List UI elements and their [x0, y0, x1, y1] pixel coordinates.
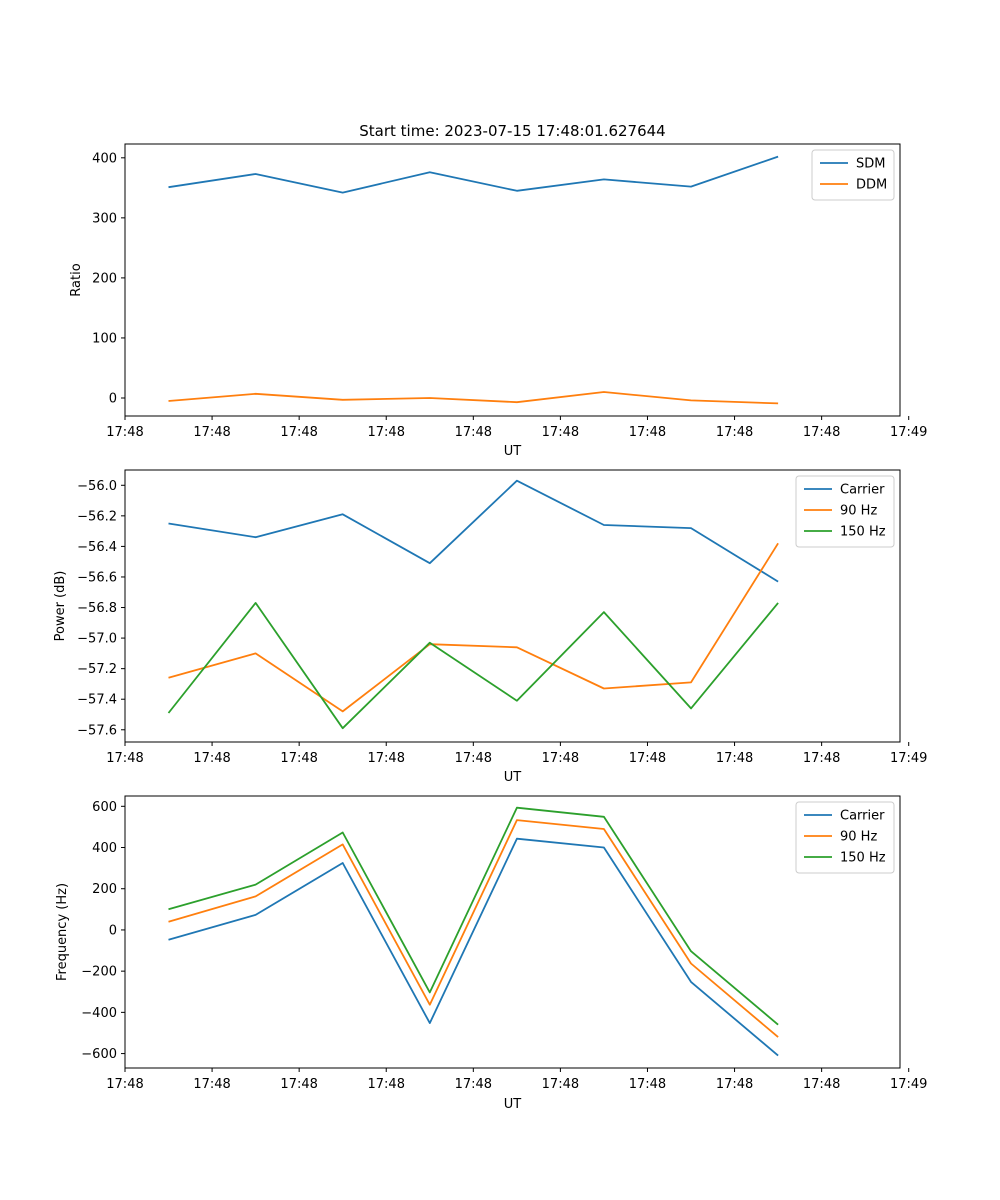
legend-label: Carrier [840, 809, 885, 824]
x-tick-label: 17:48 [716, 1077, 753, 1092]
y-tick-label: −57.0 [77, 632, 117, 647]
series-line-carrier [168, 479, 779, 583]
y-tick-label: −56.0 [77, 479, 117, 494]
x-tick-label: 17:48 [716, 425, 753, 440]
y-tick-label: −56.2 [77, 509, 117, 524]
x-tick-label: 17:48 [193, 1077, 230, 1092]
x-axis-label: UT [504, 770, 522, 785]
plot-frame [124, 143, 901, 417]
x-tick-label: 17:48 [280, 751, 317, 766]
legend-label: 90 Hz [840, 830, 877, 845]
x-tick-label: 17:49 [890, 425, 927, 440]
y-tick-label: 100 [92, 331, 117, 346]
x-tick-label: 17:48 [455, 425, 492, 440]
x-axis-label: UT [504, 444, 522, 459]
y-tick-label: −57.4 [77, 693, 117, 708]
y-axis-label: Ratio [69, 263, 84, 296]
y-tick-label: −600 [81, 1047, 117, 1062]
x-tick-label: 17:48 [280, 1077, 317, 1092]
y-tick-label: 400 [92, 841, 117, 856]
legend-label: Carrier [840, 483, 885, 498]
plot-frame [124, 469, 901, 743]
y-axis-label: Power (dB) [53, 571, 68, 642]
x-tick-label: 17:48 [193, 425, 230, 440]
x-tick-label: 17:48 [629, 1077, 666, 1092]
frequency-panel: UT Frequency (Hz) 17:48 17:48 17:48 17:48 17… [55, 795, 927, 1112]
x-tick-label: 17:48 [106, 751, 143, 766]
x-tick-label: 17:48 [803, 425, 840, 440]
legend-label: DDM [856, 178, 887, 193]
x-tick-label: 17:48 [542, 751, 579, 766]
legend: SDM DDM [811, 149, 895, 201]
x-tick-label: 17:48 [106, 1077, 143, 1092]
x-tick-label: 17:48 [106, 425, 143, 440]
plot-frame [124, 795, 901, 1069]
y-tick-label: −56.4 [77, 540, 117, 555]
legend: Carrier 90 Hz 150 Hz [795, 475, 895, 548]
y-tick-label: 200 [92, 271, 117, 286]
y-tick-label: −56.8 [77, 601, 117, 616]
x-tick-label: 17:49 [890, 1077, 927, 1092]
x-tick-label: 17:48 [629, 425, 666, 440]
x-tick-label: 17:48 [803, 751, 840, 766]
y-tick-label: −56.6 [77, 570, 117, 585]
series-line-sdm [168, 155, 779, 194]
y-tick-label: 400 [92, 151, 117, 166]
y-tick-label: −57.2 [77, 662, 117, 677]
x-axis-label: UT [504, 1097, 522, 1112]
series-line-ddm [168, 391, 779, 405]
x-tick-label: 17:48 [193, 751, 230, 766]
x-tick-label: 17:48 [629, 751, 666, 766]
y-tick-label: −57.6 [77, 723, 117, 738]
x-tick-label: 17:48 [542, 425, 579, 440]
series-line-150-hz [168, 806, 779, 1026]
power-panel: UT Power (dB) 17:48 17:48 17:48 17:48 17:48 1… [53, 469, 927, 785]
series-line-90-hz [168, 819, 779, 1038]
x-tick-label: 17:48 [716, 751, 753, 766]
x-tick-label: 17:48 [542, 1077, 579, 1092]
series-line-150-hz [167, 602, 779, 730]
y-tick-label: −400 [81, 1006, 117, 1021]
legend-label: SDM [856, 157, 885, 172]
x-tick-label: 17:48 [368, 425, 405, 440]
series-line-carrier [168, 837, 779, 1057]
x-tick-label: 17:48 [455, 751, 492, 766]
y-tick-label: 0 [109, 391, 117, 406]
legend-label: 150 Hz [840, 525, 886, 540]
x-tick-label: 17:48 [368, 1077, 405, 1092]
x-tick-label: 17:48 [455, 1077, 492, 1092]
y-tick-label: 600 [92, 800, 117, 815]
y-tick-label: 300 [92, 211, 117, 226]
ratio-panel: Start time: 2023-07-15 17:48:01.627644 U… [69, 122, 927, 459]
x-tick-label: 17:48 [803, 1077, 840, 1092]
x-tick-label: 17:48 [280, 425, 317, 440]
x-tick-label: 17:48 [368, 751, 405, 766]
legend-label: 90 Hz [840, 504, 877, 519]
frequency-plot-area: 17:48 17:48 17:48 17:48 17:48 17:48 17:48 17:48… [81, 795, 927, 1092]
y-axis-label: Frequency (Hz) [55, 883, 70, 981]
legend-box [795, 801, 895, 874]
legend-label: 150 Hz [840, 851, 886, 866]
ratio-plot-area: 17:48 17:48 17:48 17:48 17:48 17:48 17:48 17:48… [92, 143, 927, 440]
chart-title: Start time: 2023-07-15 17:48:01.627644 [359, 122, 665, 140]
y-tick-label: 200 [92, 882, 117, 897]
power-plot-area: 17:48 17:48 17:48 17:48 17:48 17:48 17:48 17:48… [77, 469, 927, 766]
y-tick-label: 0 [109, 923, 117, 938]
x-tick-label: 17:49 [890, 751, 927, 766]
y-tick-label: −200 [81, 965, 117, 980]
legend: Carrier 90 Hz 150 Hz [795, 801, 895, 874]
legend-box [795, 475, 895, 548]
series-line-90-hz [168, 542, 779, 713]
